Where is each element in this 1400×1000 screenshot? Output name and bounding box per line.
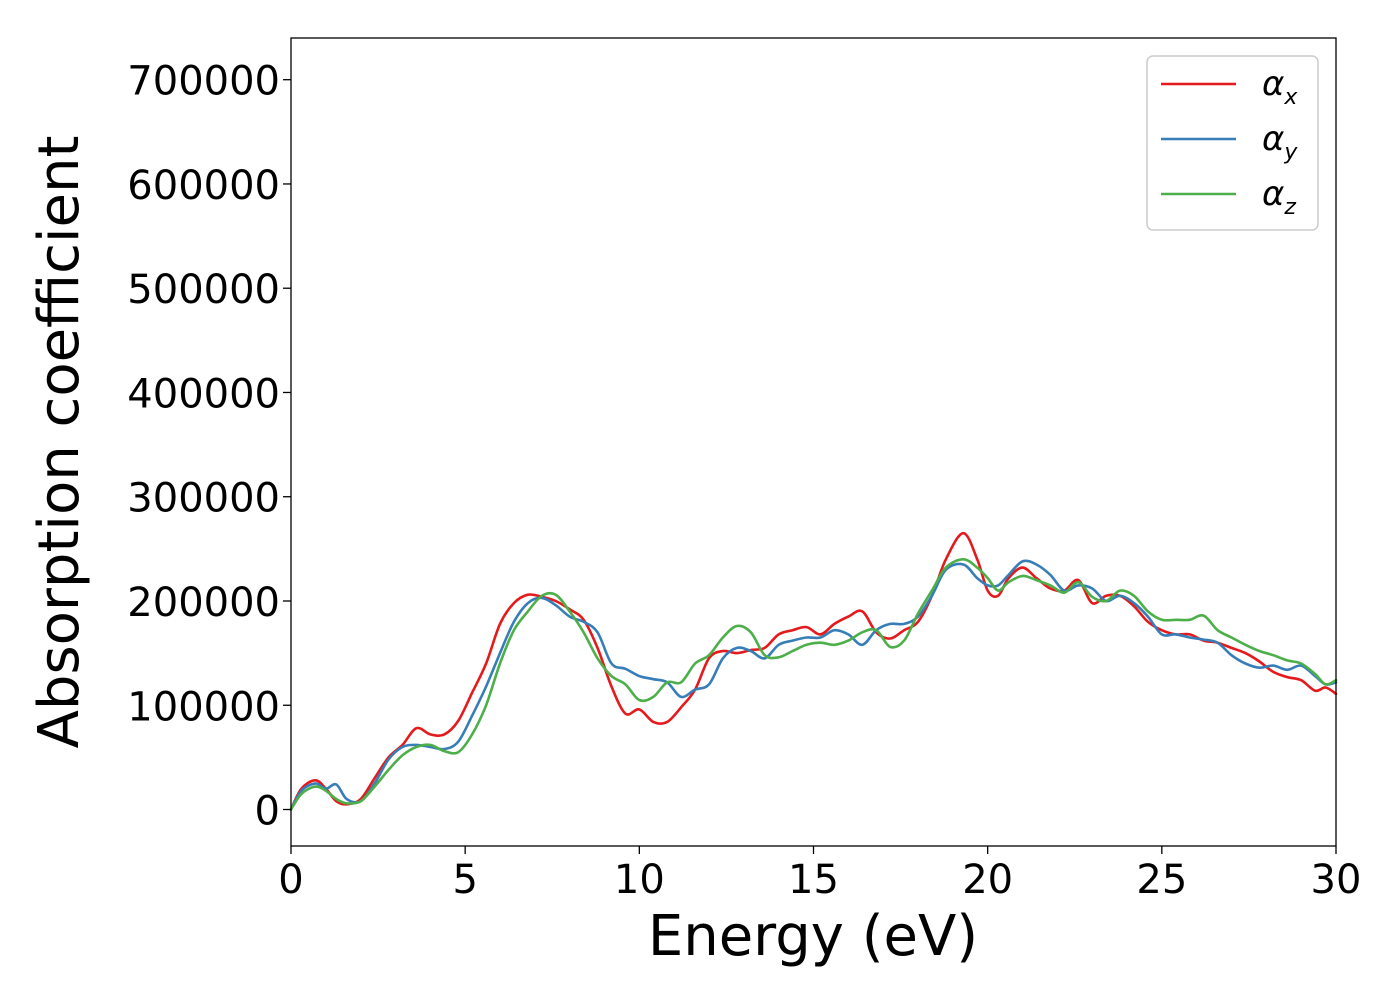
x-tick-label: 25 bbox=[1136, 857, 1187, 903]
x-tick-label: 5 bbox=[452, 857, 477, 903]
ticks-layer: 0 5 10 15 20 25 30 0 100000 200000 300000 400000 500… bbox=[127, 59, 1361, 903]
legend-subscript: x bbox=[1283, 85, 1298, 110]
legend-box bbox=[1146, 55, 1319, 231]
x-axis-title: Energy (eV) bbox=[648, 904, 978, 969]
x-tick-label: 30 bbox=[1311, 857, 1362, 903]
x-tick-label: 10 bbox=[614, 857, 665, 903]
legend-symbol: α bbox=[1262, 64, 1284, 104]
series-layer bbox=[289, 531, 1338, 811]
y-tick-label: 300000 bbox=[127, 476, 280, 522]
y-axis-title: Absorption coefficient bbox=[27, 136, 92, 749]
y-tick-label: 600000 bbox=[127, 163, 280, 209]
series-line-y bbox=[289, 559, 1338, 811]
x-tick-label: 15 bbox=[788, 857, 839, 903]
legend-subscript: z bbox=[1283, 195, 1296, 220]
x-tick-label: 0 bbox=[278, 857, 303, 903]
legend-subscript: y bbox=[1283, 140, 1298, 165]
legend-label-y: αy bbox=[1262, 119, 1298, 165]
x-tick-label: 20 bbox=[962, 857, 1013, 903]
y-tick-label: 100000 bbox=[127, 684, 280, 730]
y-tick-label: 400000 bbox=[127, 371, 280, 417]
y-tick-label: 200000 bbox=[127, 580, 280, 626]
legend-symbol: α bbox=[1262, 119, 1284, 159]
y-tick-label: 0 bbox=[255, 789, 280, 835]
series-line-z bbox=[289, 558, 1338, 811]
y-tick-label: 700000 bbox=[127, 59, 280, 105]
y-tick-label: 500000 bbox=[127, 267, 280, 313]
series-line-x bbox=[289, 531, 1338, 811]
legend-label-x: αx bbox=[1262, 64, 1298, 110]
legend-label-z: αz bbox=[1262, 174, 1296, 220]
legend-symbol: α bbox=[1262, 174, 1284, 214]
